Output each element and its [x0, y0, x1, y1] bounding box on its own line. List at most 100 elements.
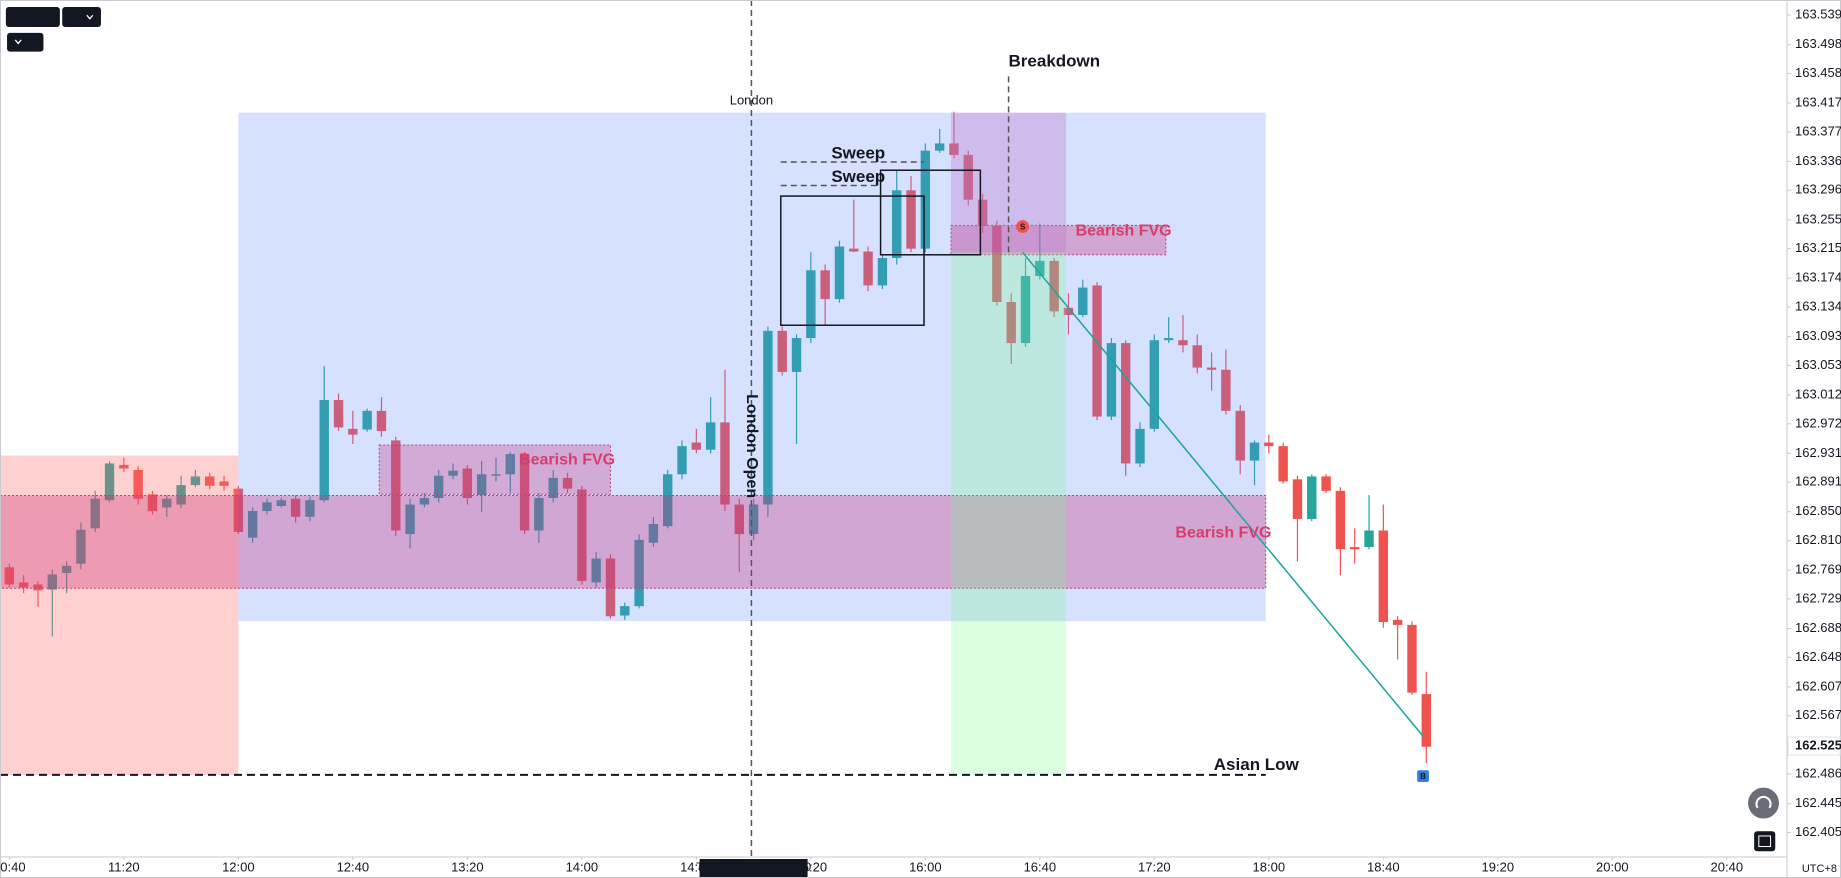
x-tick-label: 18:00: [1253, 859, 1286, 874]
candle-body: [1135, 428, 1145, 464]
candle-body: [892, 190, 902, 259]
candle-body: [1035, 260, 1045, 277]
x-tick-label: 17:20: [1138, 859, 1171, 874]
candle-body: [18, 582, 29, 588]
candle-body: [247, 511, 258, 538]
candle-body: [591, 558, 601, 583]
candle-body: [562, 477, 573, 489]
candles: [4, 111, 1431, 764]
fvg-zone: [0, 494, 1267, 589]
layout-count: 1: [28, 35, 35, 49]
candle-body: [620, 606, 630, 616]
candle-body: [491, 474, 501, 476]
annotation: B: [1420, 772, 1426, 781]
candle-body: [720, 422, 730, 505]
candle-body: [1292, 479, 1303, 519]
candle-body: [863, 251, 873, 286]
annotation: S: [1020, 222, 1026, 231]
x-tick-label: 20:00: [1596, 859, 1629, 874]
candle-body: [233, 488, 244, 532]
candle-body: [834, 246, 845, 300]
annotation: Bearish FVG: [1076, 223, 1172, 240]
candle-body: [362, 410, 372, 430]
annotation: Sweep: [831, 167, 885, 186]
candle-body: [219, 481, 229, 486]
candle-body: [949, 143, 959, 155]
sweep-box: [780, 195, 925, 326]
target-zone: [951, 252, 1067, 775]
y-tick-label: 163.539: [1795, 7, 1841, 22]
interval-button[interactable]: [62, 7, 101, 28]
candle-body: [519, 454, 530, 531]
candle-body: [205, 476, 215, 486]
y-tick-label: 163.255: [1795, 211, 1841, 226]
candle-body: [1235, 410, 1245, 461]
candle-body: [1249, 442, 1260, 461]
y-tick-label: 162.931: [1795, 445, 1841, 460]
candle-body: [262, 502, 272, 512]
candle-body: [376, 410, 387, 432]
crosshair-label: Tue 03 May '22 15:00: [696, 860, 812, 874]
x-tick-label: 16:00: [909, 859, 942, 874]
x-tick-label: 19:20: [1482, 859, 1515, 874]
candle-body: [1092, 285, 1102, 417]
candle-body: [119, 464, 129, 469]
candle-body: [1221, 369, 1231, 411]
candle-body: [33, 584, 43, 591]
chevron: [86, 14, 94, 20]
annotation: Asian Low: [1214, 755, 1300, 774]
symbol-button[interactable]: [5, 7, 60, 28]
buy-marker: [1417, 770, 1429, 782]
candle-body: [806, 270, 816, 339]
x-tick-label: 13:20: [451, 859, 484, 874]
x-tick-label: 14:00: [566, 859, 599, 874]
layout-button[interactable]: [7, 32, 44, 52]
candle-body: [276, 500, 286, 506]
candle-body: [90, 498, 100, 529]
annotation: Bearish FVG: [1175, 524, 1271, 541]
candle-body: [763, 330, 773, 505]
x-tick-label: 12:40: [337, 859, 370, 874]
candle-body: [934, 143, 945, 151]
replay-icon: [1755, 795, 1772, 809]
y-tick-label: 163.417: [1795, 95, 1841, 110]
last-price-box: [1787, 736, 1841, 756]
candle-body: [820, 270, 830, 300]
y-tick-label: 162.405: [1795, 824, 1841, 839]
candle-body: [448, 470, 458, 476]
candle-body: [147, 494, 158, 512]
y-tick-label: 163.012: [1795, 386, 1841, 401]
candle-body: [1307, 476, 1317, 519]
candle-body: [1407, 624, 1417, 693]
candle-body: [1278, 446, 1288, 482]
annotation: London: [730, 92, 773, 107]
replay-button[interactable]: [1746, 785, 1781, 821]
candle-body: [920, 150, 931, 249]
candle-body: [47, 574, 57, 590]
y-tick-label: 163.093: [1795, 328, 1841, 343]
y-tick-label: 162.648: [1795, 649, 1841, 664]
candle-body: [1178, 340, 1188, 346]
y-tick-label: 162.607: [1795, 678, 1841, 693]
symbol: GBPJPY: [7, 9, 60, 24]
candle-body: [391, 440, 401, 531]
candle-body: [305, 500, 315, 517]
candle-body: [1020, 276, 1031, 344]
candle-body: [319, 400, 329, 501]
y-tick-label: 163.053: [1795, 357, 1841, 372]
candle-body: [849, 248, 859, 252]
auto-button[interactable]: [1754, 831, 1776, 852]
candle-body: [76, 529, 86, 564]
candle-body: [348, 428, 358, 435]
y-tick-label: 163.336: [1795, 153, 1841, 168]
candle-body: [963, 154, 973, 200]
annotation: London Open: [743, 394, 760, 498]
y-tick-label: 163.174: [1795, 270, 1841, 285]
candle-body: [1206, 367, 1217, 370]
candle-body: [906, 190, 916, 249]
candle-body: [476, 474, 487, 496]
sell-marker: [1016, 220, 1030, 234]
candle-body: [1149, 340, 1160, 429]
candle-body: [1192, 345, 1202, 368]
